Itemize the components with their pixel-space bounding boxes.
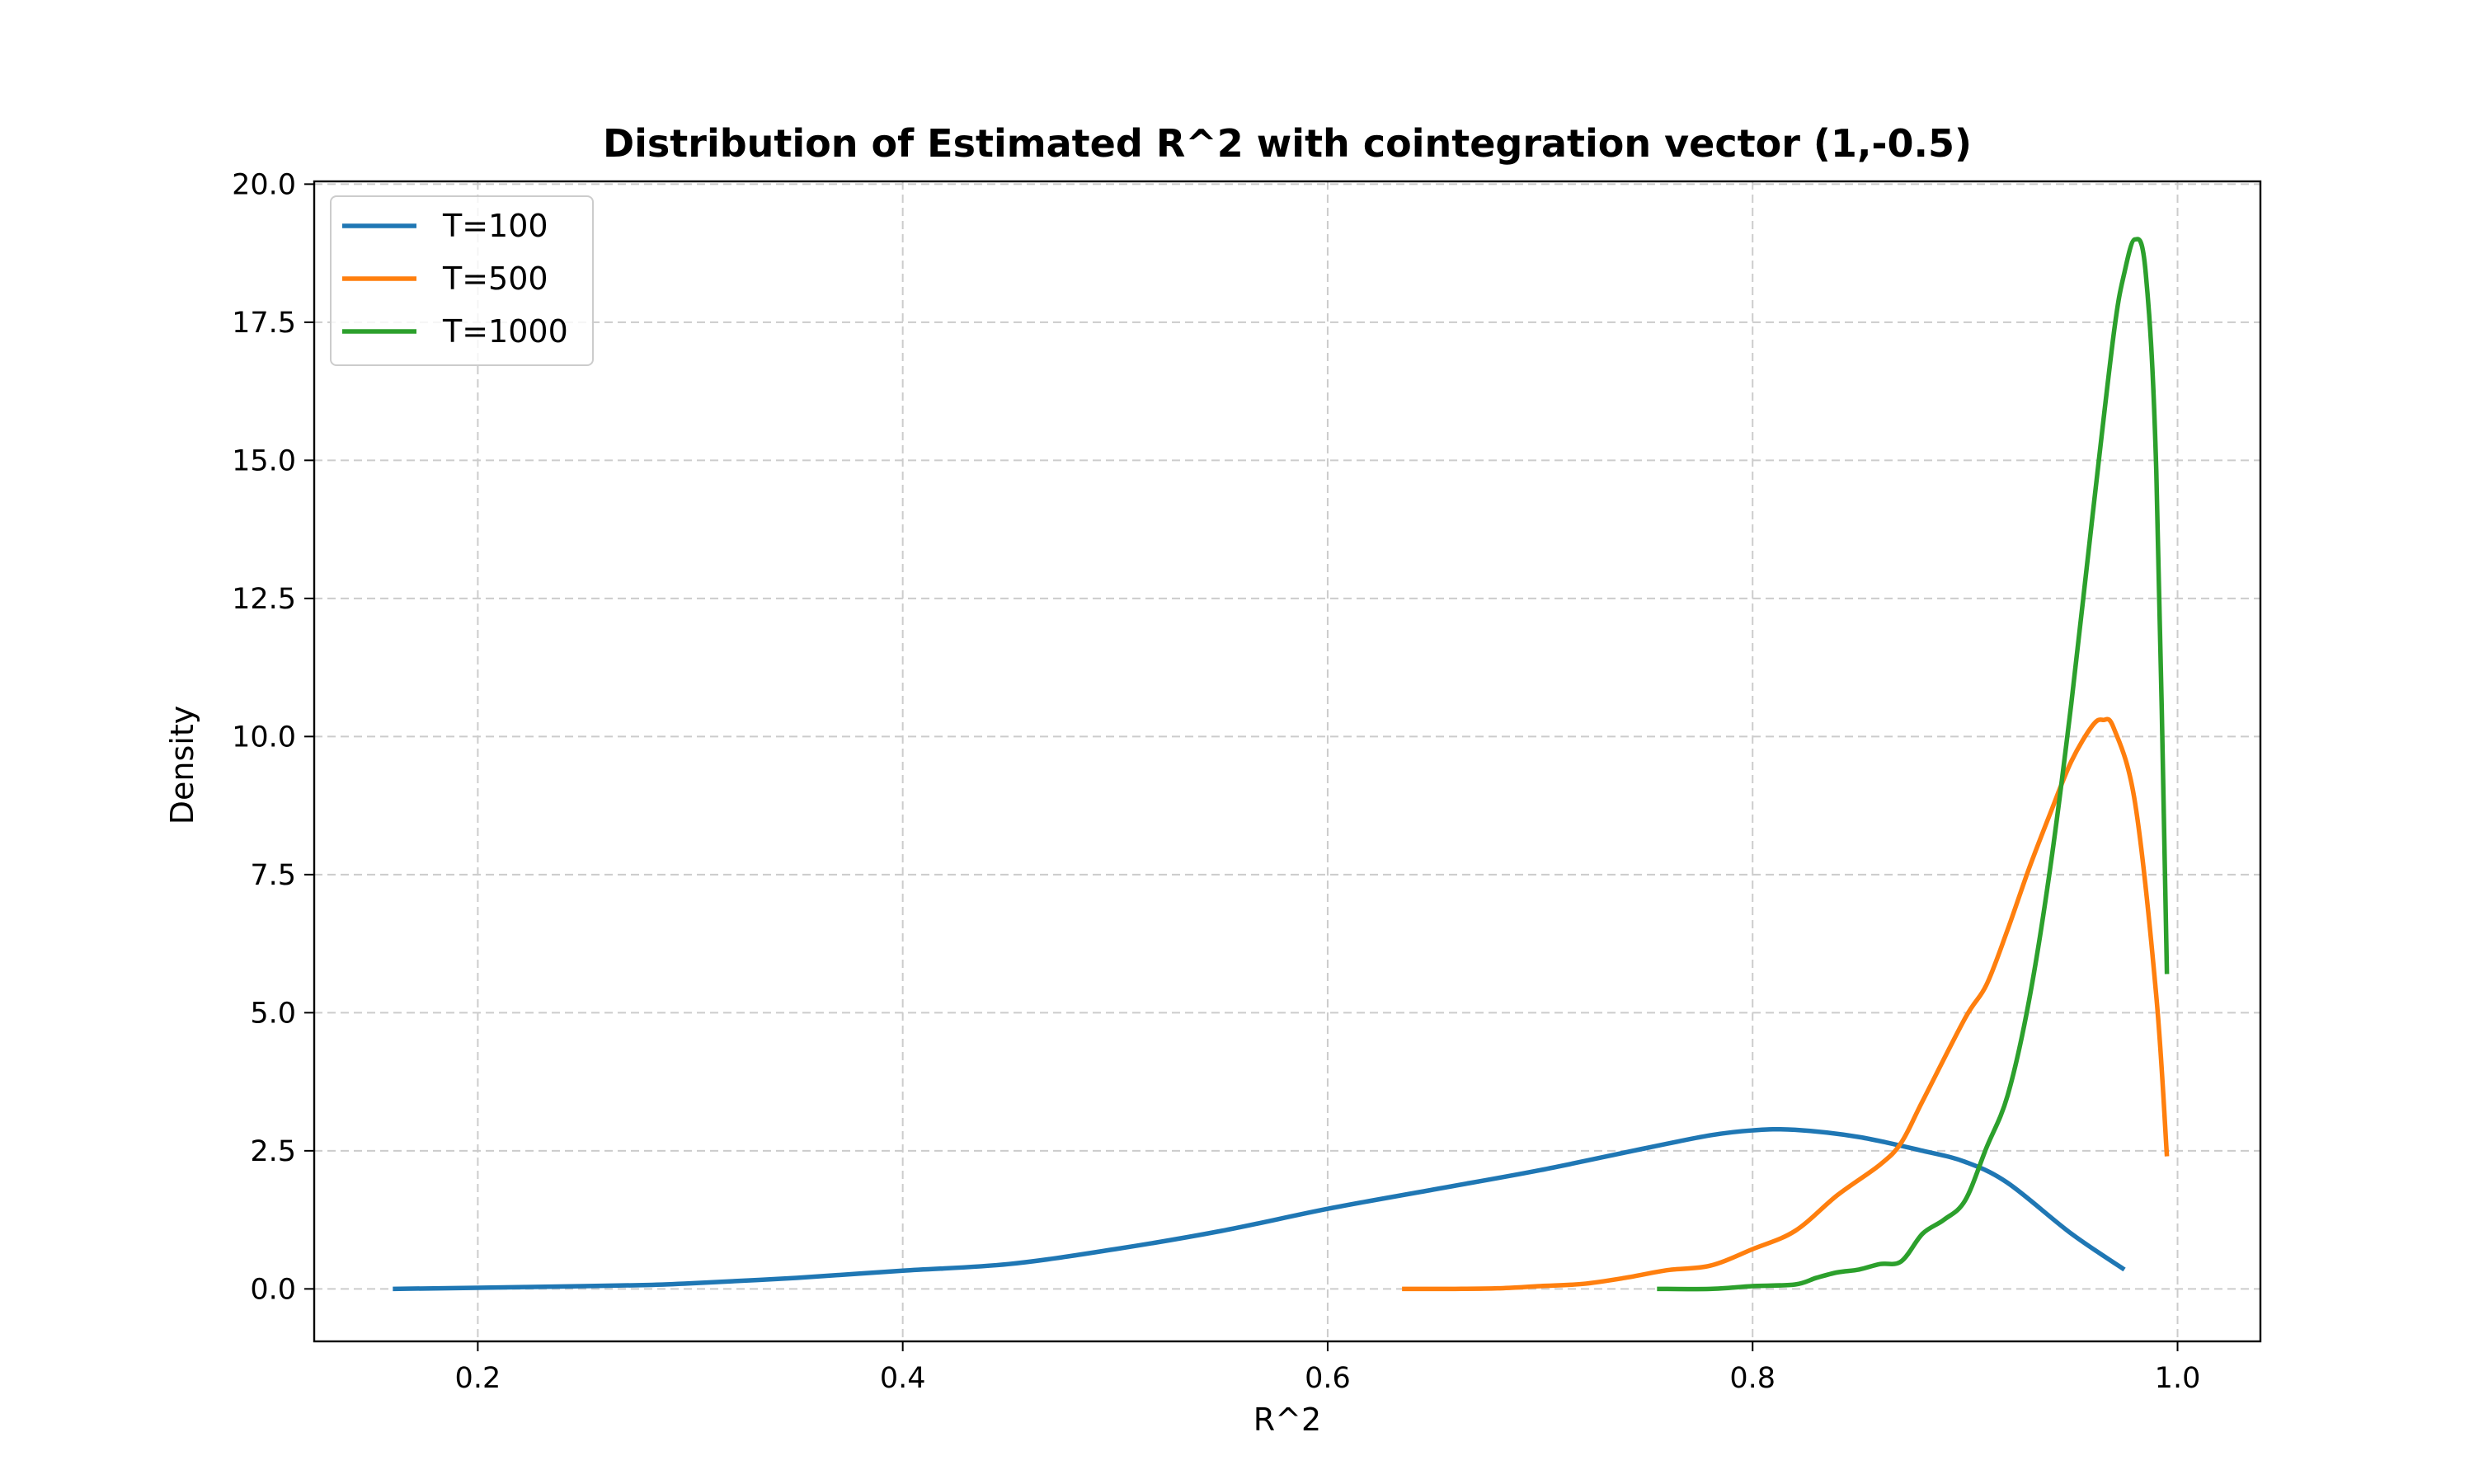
grid-layer	[314, 181, 2260, 1341]
x-tick-label: 0.6	[1305, 1362, 1351, 1395]
x-tick-label: 0.2	[455, 1362, 501, 1395]
y-tick-label: 12.5	[232, 583, 296, 616]
x-tick-label: 0.8	[1729, 1362, 1776, 1395]
x-axis-ticks: 0.2 0.4 0.6 0.8 1.0	[455, 1341, 2201, 1395]
x-tick-label: 1.0	[2155, 1362, 2201, 1395]
x-axis-label: R^2	[1253, 1402, 1321, 1438]
series-line-t-100	[393, 1126, 2126, 1292]
y-tick-label: 15.0	[232, 444, 296, 477]
y-tick-label: 10.0	[232, 721, 296, 754]
y-tick-label: 5.0	[250, 997, 296, 1030]
y-axis-ticks: 0.0 2.5 5.0 7.5 10.0 12.5 15.0 17.5 20.0	[232, 168, 314, 1306]
legend: T=100 T=500 T=1000	[330, 195, 594, 366]
series-line-t-500	[1402, 716, 2170, 1292]
legend-label-t-500: T=500	[442, 261, 548, 297]
y-tick-label: 2.5	[250, 1135, 296, 1168]
x-tick-label: 0.4	[880, 1362, 926, 1395]
series-line-t-1000	[1657, 237, 2170, 1292]
legend-label-t-1000: T=1000	[442, 313, 568, 350]
y-tick-label: 20.0	[232, 168, 296, 201]
plot-area-frame	[313, 180, 2262, 1343]
y-tick-label: 0.0	[250, 1273, 296, 1306]
series-layer	[393, 237, 2170, 1292]
y-axis-label: Density	[164, 706, 200, 824]
legend-label-t-100: T=100	[442, 208, 548, 244]
y-tick-label: 17.5	[232, 307, 296, 340]
legend-box	[330, 195, 594, 366]
y-tick-label: 7.5	[250, 859, 296, 892]
chart-title: Distribution of Estimated R^2 with coint…	[603, 121, 1972, 166]
